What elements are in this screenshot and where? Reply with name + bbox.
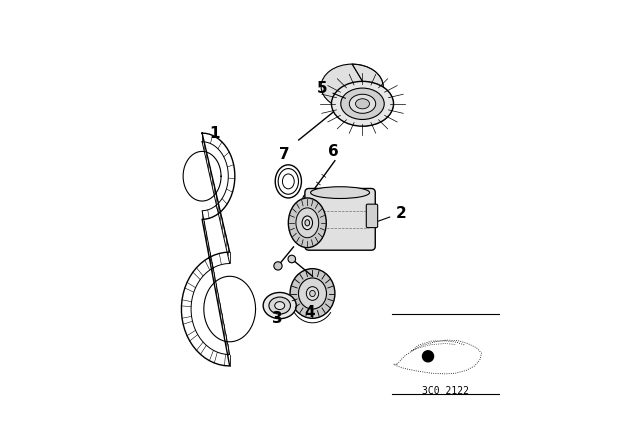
Ellipse shape [305, 220, 310, 226]
Ellipse shape [310, 187, 369, 198]
Circle shape [422, 351, 433, 362]
FancyBboxPatch shape [366, 204, 378, 228]
Ellipse shape [269, 297, 291, 314]
Text: 6: 6 [328, 143, 339, 159]
Ellipse shape [298, 278, 326, 309]
Ellipse shape [275, 165, 301, 198]
Text: 4: 4 [304, 305, 314, 319]
Circle shape [288, 255, 296, 263]
Ellipse shape [310, 290, 316, 297]
Ellipse shape [307, 287, 319, 300]
Text: 7: 7 [279, 147, 290, 162]
Text: 3C0 2122: 3C0 2122 [422, 386, 468, 396]
Polygon shape [204, 276, 255, 342]
Ellipse shape [302, 216, 312, 230]
Text: 3: 3 [272, 311, 283, 326]
Ellipse shape [289, 198, 326, 248]
FancyBboxPatch shape [305, 189, 375, 250]
Ellipse shape [290, 269, 335, 319]
Text: 1: 1 [209, 126, 220, 141]
Ellipse shape [263, 293, 296, 319]
Ellipse shape [296, 208, 319, 238]
Ellipse shape [355, 99, 369, 109]
Ellipse shape [282, 174, 294, 189]
Text: 2: 2 [378, 206, 406, 221]
Circle shape [303, 194, 312, 203]
Ellipse shape [349, 94, 376, 113]
Ellipse shape [321, 64, 383, 109]
Ellipse shape [332, 82, 394, 126]
Polygon shape [352, 64, 394, 126]
Ellipse shape [275, 302, 285, 310]
Ellipse shape [340, 88, 384, 120]
Polygon shape [183, 151, 221, 201]
Text: 5: 5 [317, 82, 346, 98]
Circle shape [274, 262, 282, 270]
Ellipse shape [278, 168, 298, 194]
